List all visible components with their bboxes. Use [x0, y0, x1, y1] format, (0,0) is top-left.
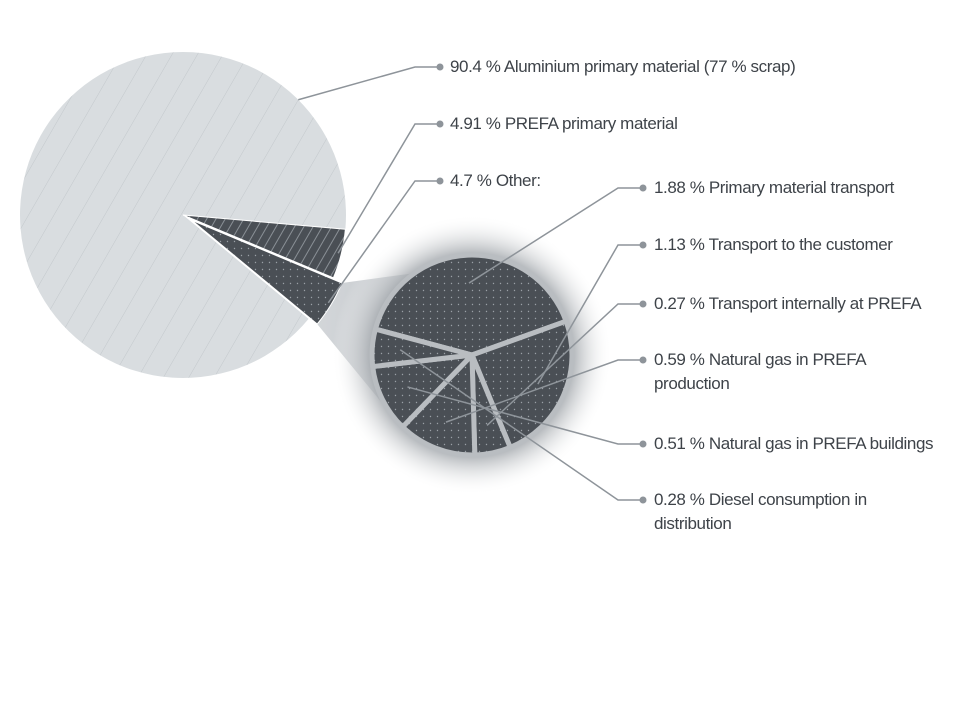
pie-label: 1.88 % Primary material transport: [654, 176, 894, 200]
pie-label: 4.91 % PREFA primary material: [450, 112, 678, 136]
value-label: 0.51 %: [654, 434, 705, 453]
pie-slice: [469, 318, 575, 450]
leader-dot: [436, 120, 444, 128]
leader-line: [399, 349, 643, 501]
category-label: Natural gas in PREFA buildings: [708, 434, 934, 453]
leader-line: [468, 187, 643, 284]
pie-label: 90.4 % Aluminium primary material (77 % …: [450, 55, 796, 79]
value-label: 1.88 %: [654, 178, 705, 197]
leader-line: [327, 180, 440, 304]
pie-label: 0.28 % Diesel consumption in distributio…: [654, 488, 894, 536]
leader-dot: [639, 300, 647, 308]
value-label: 1.13 %: [654, 235, 705, 254]
leader-dot: [639, 440, 647, 448]
category-label: Transport to the customer: [708, 235, 893, 254]
leader-dot: [436, 63, 444, 71]
leader-line: [298, 66, 440, 101]
category-label: PREFA primary material: [504, 114, 678, 133]
category-label: Natural gas in PREFA production: [654, 350, 866, 393]
leader-line: [407, 386, 643, 445]
value-label: 0.28 %: [654, 490, 705, 509]
leader-line: [445, 359, 643, 423]
leader-dot: [639, 356, 647, 364]
category-label: Other:: [495, 171, 541, 190]
category-label: Diesel consumption in distribution: [654, 490, 867, 533]
leader-dot: [436, 177, 444, 185]
pie-slice: [400, 352, 478, 458]
value-label: 0.27 %: [654, 294, 705, 313]
value-label: 90.4 %: [450, 57, 501, 76]
pie-label: 1.13 % Transport to the customer: [654, 233, 893, 257]
pie-slice: [182, 214, 346, 279]
value-label: 4.91 %: [450, 114, 501, 133]
leader-line: [337, 123, 440, 254]
value-label: 0.59 %: [654, 350, 705, 369]
pie-slice: [372, 252, 569, 358]
category-label: Aluminium primary material (77 % scrap): [503, 57, 796, 76]
leader-line: [537, 244, 643, 385]
value-label: 4.7 %: [450, 171, 492, 190]
pie-label: 4.7 % Other:: [450, 169, 541, 193]
pie-label: 0.51 % Natural gas in PREFA buildings: [654, 432, 934, 456]
category-label: Transport internally at PREFA: [708, 294, 922, 313]
pie-slice: [369, 326, 475, 370]
leader-dot: [639, 184, 647, 192]
leader-line: [486, 303, 643, 426]
pie-label: 0.27 % Transport internally at PREFA: [654, 292, 922, 316]
pie-label: 0.59 % Natural gas in PREFA production: [654, 348, 894, 396]
leader-dot: [639, 496, 647, 504]
category-label: Primary material transport: [708, 178, 895, 197]
leader-dot: [639, 241, 647, 249]
